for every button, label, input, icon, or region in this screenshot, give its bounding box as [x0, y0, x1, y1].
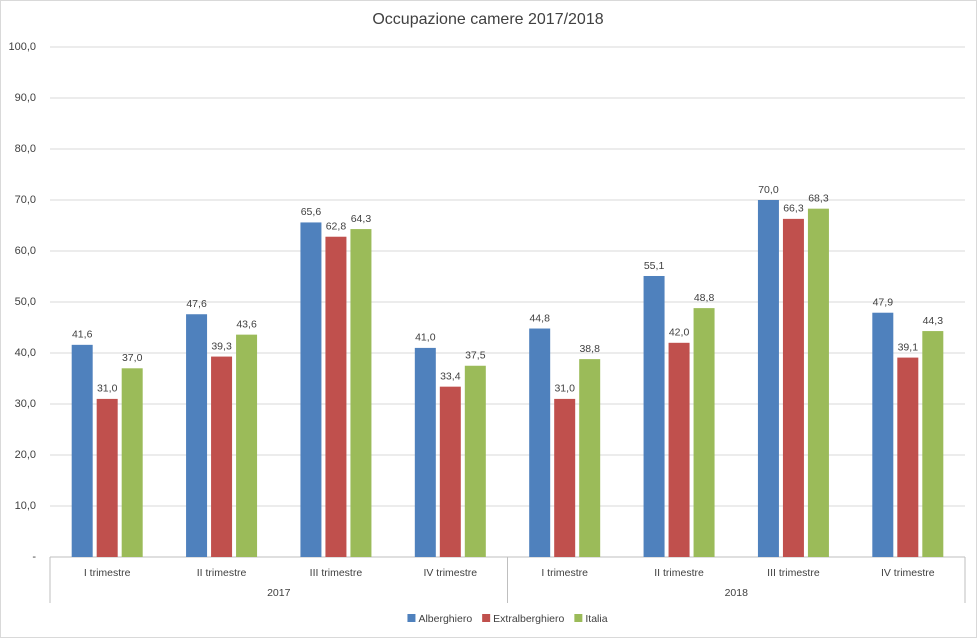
chart-title: Occupazione camere 2017/2018 [372, 11, 603, 28]
x-tick-label: III trimestre [767, 567, 820, 579]
y-tick-label: 100,0 [8, 41, 36, 53]
bar [782, 218, 804, 557]
bar [186, 314, 208, 557]
bar [121, 368, 143, 557]
legend-label: Extralberghiero [493, 613, 564, 625]
y-tick-label: - [32, 551, 36, 563]
value-label: 65,6 [301, 206, 322, 218]
bar [554, 398, 576, 557]
value-label: 39,1 [898, 341, 919, 353]
legend-swatch [482, 614, 491, 622]
group-label: 2017 [267, 587, 291, 599]
value-label: 70,0 [758, 184, 779, 196]
bar [807, 208, 829, 558]
bar [350, 229, 372, 557]
value-label: 41,6 [72, 329, 93, 341]
value-label: 43,6 [236, 318, 257, 330]
y-tick-label: 80,0 [15, 143, 36, 155]
bar [757, 200, 779, 557]
legend-swatch [407, 614, 416, 622]
bar [325, 236, 347, 557]
value-label: 44,8 [529, 312, 550, 324]
y-tick-label: 50,0 [15, 296, 36, 308]
legend-label: Alberghiero [418, 613, 472, 625]
value-label: 66,3 [783, 203, 804, 215]
legend-label: Italia [585, 613, 607, 625]
value-label: 64,3 [351, 213, 372, 225]
y-tick-label: 10,0 [15, 500, 36, 512]
value-label: 41,0 [415, 332, 436, 344]
legend-swatch [574, 614, 583, 622]
x-tick-label: I trimestre [84, 567, 131, 579]
bar [236, 334, 258, 557]
y-tick-label: 20,0 [15, 449, 36, 461]
value-label: 39,3 [211, 340, 232, 352]
x-tick-label: IV trimestre [423, 567, 477, 579]
bar [668, 342, 690, 557]
bar [439, 386, 461, 557]
value-label: 38,8 [579, 343, 600, 355]
value-label: 37,5 [465, 350, 486, 362]
value-label: 55,1 [644, 260, 665, 272]
bar [897, 357, 919, 557]
value-label: 33,4 [440, 370, 461, 382]
value-label: 62,8 [326, 221, 347, 233]
bar [211, 356, 233, 557]
x-tick-label: II trimestre [654, 567, 704, 579]
x-tick-label: I trimestre [541, 567, 588, 579]
value-label: 68,3 [808, 192, 829, 204]
value-label: 31,0 [97, 383, 118, 395]
value-label: 48,8 [694, 292, 715, 304]
value-label: 42,0 [669, 327, 690, 339]
value-label: 47,9 [873, 296, 894, 308]
group-label: 2018 [725, 587, 749, 599]
bar [464, 365, 486, 557]
value-label: 47,6 [186, 298, 207, 310]
bar [922, 331, 944, 557]
bar [579, 359, 601, 557]
bar [693, 308, 715, 557]
x-tick-label: IV trimestre [881, 567, 935, 579]
bar [414, 347, 436, 557]
bar [529, 328, 551, 557]
y-tick-label: 30,0 [15, 398, 36, 410]
bar [872, 312, 894, 557]
y-tick-label: 40,0 [15, 347, 36, 359]
x-tick-label: III trimestre [310, 567, 363, 579]
value-label: 37,0 [122, 352, 143, 364]
value-label: 31,0 [554, 383, 575, 395]
bar [300, 222, 322, 557]
x-tick-label: II trimestre [197, 567, 247, 579]
bar [643, 275, 665, 557]
y-tick-label: 70,0 [15, 194, 36, 206]
y-tick-label: 60,0 [15, 245, 36, 257]
bar [71, 344, 93, 557]
value-label: 44,3 [923, 315, 944, 327]
bar [96, 398, 118, 557]
y-tick-label: 90,0 [15, 92, 36, 104]
